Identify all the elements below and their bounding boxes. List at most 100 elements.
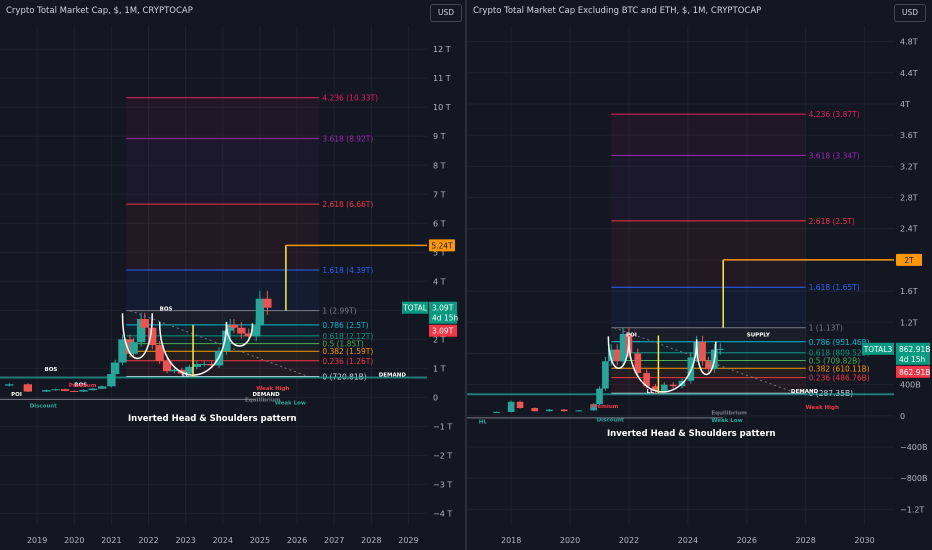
candle-body xyxy=(613,349,621,362)
candle-body xyxy=(222,330,231,351)
fib-level-label: 4.236 (3.87T) xyxy=(809,110,860,119)
currency-button[interactable]: USD xyxy=(894,4,926,22)
y-tick-label: 5 T xyxy=(433,248,446,257)
panel-divider[interactable] xyxy=(465,0,467,550)
candle-body xyxy=(229,324,239,328)
zone-label: SUPPLY xyxy=(747,332,771,338)
y-tick-label: −400B xyxy=(900,443,927,452)
fib-level-label: 0.382 (610.11B) xyxy=(809,364,870,373)
x-tick-label: 2020 xyxy=(560,536,580,545)
candle-body xyxy=(60,389,70,391)
chart-title: Crypto Total Market Cap, $, 1M, CRYPTOCA… xyxy=(6,6,193,16)
fib-level-label: 0.786 (951.46B) xyxy=(809,338,870,347)
zone-label: POI xyxy=(626,332,637,338)
close-price-bg xyxy=(896,365,930,378)
zone-label: BOS xyxy=(45,367,58,373)
y-tick-label: 2.8T xyxy=(900,194,918,203)
x-tick-label: 2018 xyxy=(501,536,521,545)
zone-label: Premium xyxy=(591,404,619,410)
y-tick-label: 0 xyxy=(433,393,438,402)
pattern-arc xyxy=(121,313,153,359)
candle-body xyxy=(88,388,98,391)
y-tick-label: 4.8T xyxy=(900,38,918,47)
y-tick-label: 4 T xyxy=(433,277,446,286)
zone-label: LL xyxy=(182,372,190,378)
close-price-label: 3.09T xyxy=(432,327,454,336)
candle-body xyxy=(207,363,216,366)
candle-body xyxy=(669,384,677,387)
chart-canvas-total3[interactable]: 4.8T4.4T4T3.6T3.2T2.8T2.4T2T1.6T1.2T800B… xyxy=(467,0,932,550)
zone-label: Discount xyxy=(597,417,625,423)
x-tick-label: 2024 xyxy=(678,536,698,545)
fib-level-label: 2.618 (2.5T) xyxy=(809,217,855,226)
chart-panel-total3[interactable]: 4.8T4.4T4T3.6T3.2T2.8T2.4T2T1.6T1.2T800B… xyxy=(467,0,932,550)
zone-label: Weak Low xyxy=(275,401,306,407)
pattern-arc xyxy=(628,339,698,393)
candle-body xyxy=(493,411,500,413)
zone-label: Premium xyxy=(69,383,97,389)
y-tick-label: −4 T xyxy=(433,509,452,518)
candle-body xyxy=(155,345,164,362)
x-tick-label: 2022 xyxy=(619,536,639,545)
candle-body xyxy=(607,349,615,362)
candle-body xyxy=(148,327,157,346)
candle-body xyxy=(118,339,127,363)
last-price-bg xyxy=(896,342,930,365)
candle-body xyxy=(560,409,568,412)
zone-label: LL xyxy=(647,389,655,395)
last-price-bg xyxy=(429,301,457,324)
chart-canvas-total[interactable]: 12 T11 T10 T9 T8 T7 T6 T5 T4 T3 T2 T1 T0… xyxy=(0,0,465,550)
fib-level-label: 3.618 (8.92T) xyxy=(322,135,373,144)
candle-body xyxy=(507,401,515,412)
candle-body xyxy=(23,384,33,392)
candle-body xyxy=(237,327,246,334)
candle-body xyxy=(575,410,583,412)
x-tick-label: 2026 xyxy=(287,536,307,545)
x-tick-label: 2026 xyxy=(737,536,757,545)
candle-body xyxy=(140,319,149,328)
candle-body xyxy=(602,361,609,389)
candle-body xyxy=(255,298,265,325)
y-tick-label: 3.6T xyxy=(900,131,918,140)
candle-body xyxy=(185,366,194,374)
target-tag-label: 2T xyxy=(904,256,914,265)
trendline-dotted xyxy=(129,310,309,377)
y-tick-label: 9 T xyxy=(433,132,446,141)
y-tick-label: −1 T xyxy=(433,422,452,431)
y-tick-label: 4T xyxy=(900,100,910,109)
symbol-tag-bg xyxy=(862,342,894,355)
y-tick-label: 7 T xyxy=(433,190,446,199)
fib-level-label: 2.618 (6.66T) xyxy=(322,200,373,209)
candle-body xyxy=(70,390,79,392)
x-tick-label: 2022 xyxy=(138,536,158,545)
fib-zone xyxy=(126,97,320,139)
fib-zone xyxy=(611,287,806,328)
fib-level-label: 0.5 (709.82B) xyxy=(809,356,861,365)
x-tick-label: 2027 xyxy=(324,536,344,545)
chart-panel-total[interactable]: 12 T11 T10 T9 T8 T7 T6 T5 T4 T3 T2 T1 T0… xyxy=(0,0,465,550)
candle-body xyxy=(136,319,146,343)
y-tick-label: 1.6T xyxy=(900,287,918,296)
zone-label: Weak High xyxy=(806,405,839,411)
zone-label: Equilibrium xyxy=(711,410,747,416)
currency-button[interactable]: USD xyxy=(430,4,462,22)
target-tag-label: 5.24T xyxy=(431,241,453,250)
pattern-arc xyxy=(607,336,630,369)
y-tick-label: 400B xyxy=(900,381,921,390)
candle-body xyxy=(51,389,60,391)
fib-level-label: 0.5 (1.85T) xyxy=(322,340,364,349)
pattern-arc xyxy=(225,323,254,347)
close-price-label: 862.91B xyxy=(899,368,930,377)
candle-body xyxy=(263,298,272,308)
candle-body xyxy=(699,341,706,362)
candle-body xyxy=(652,386,659,391)
fib-level-label: 1 (1.13T) xyxy=(809,324,843,333)
x-tick-label: 2029 xyxy=(398,536,418,545)
zone-label: Discount xyxy=(30,404,58,410)
x-tick-label: 2020 xyxy=(64,536,84,545)
y-tick-label: 1.2T xyxy=(900,318,918,327)
x-tick-label: 2024 xyxy=(213,536,233,545)
close-price-bg xyxy=(429,324,457,337)
fib-level-label: 0.618 (2.12T) xyxy=(322,332,373,341)
last-price-label: 3.09T xyxy=(432,304,454,313)
